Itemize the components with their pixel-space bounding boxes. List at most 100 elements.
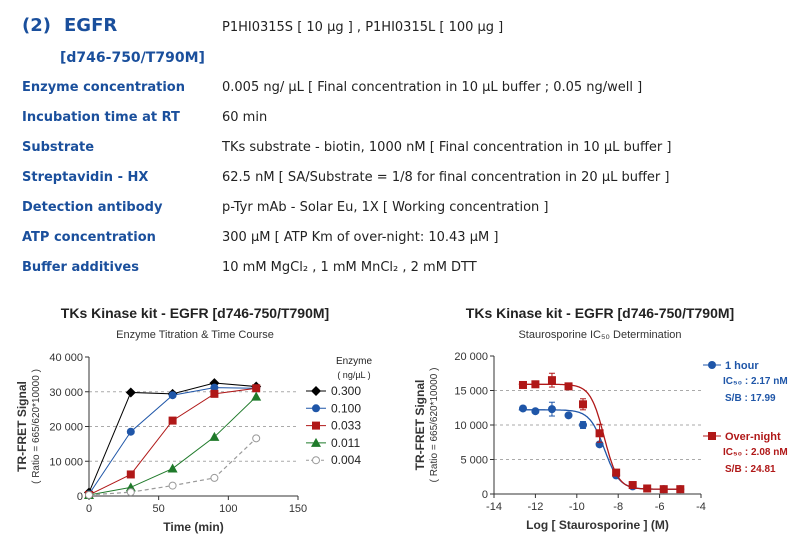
x-tick-label: -8 [613, 501, 623, 513]
data-point [676, 485, 685, 494]
legend-marker [312, 404, 320, 413]
legend-marker [311, 386, 321, 396]
condition-value: 300 µM [ ATP Km of over-night: 10.43 µM … [222, 230, 499, 245]
condition-label: Incubation time at RT [22, 110, 180, 125]
legend-label: 0.004 [331, 453, 361, 467]
data-point [547, 376, 556, 385]
legend-ic50: IC₅₀ : 2.08 nM [723, 447, 788, 458]
condition-label: Substrate [22, 140, 95, 155]
data-point [518, 404, 527, 413]
data-point [595, 429, 604, 438]
data-point [531, 380, 540, 389]
data-point [168, 391, 177, 400]
data-point [168, 416, 177, 425]
series-Over-night [518, 372, 685, 494]
condition-label: Buffer additives [22, 260, 139, 275]
x-tick-label: -6 [655, 501, 665, 513]
x-tick-label: 0 [86, 503, 92, 515]
y-tick-label: 5 000 [460, 455, 488, 467]
y-axis-sublabel: ( Ratio = 665/620*10000 ) [429, 368, 440, 483]
legend-sb: S/B : 24.81 [725, 464, 776, 475]
y-axis-label: TR-FRET Signal [413, 380, 427, 471]
condition-value: p-Tyr mAb - Solar Eu, 1X [ Working conce… [222, 200, 549, 215]
data-point [612, 468, 621, 477]
condition-label: Enzyme concentration [22, 80, 185, 95]
data-point [85, 490, 93, 499]
data-point [126, 488, 135, 497]
legend-label: 0.100 [331, 401, 361, 415]
legend-label: 0.011 [331, 436, 360, 450]
data-point [252, 434, 261, 443]
y-tick-label: 40 000 [49, 352, 83, 364]
x-tick-label: -14 [486, 501, 502, 513]
data-point [547, 405, 556, 414]
y-tick-label: 0 [77, 491, 83, 503]
legend-marker [312, 421, 320, 430]
section-variant: [d746-750/T790M] [60, 50, 205, 66]
data-point [210, 473, 219, 482]
legend-unit: ( ng/µL ) [337, 370, 370, 380]
legend-label: 1 hour [725, 360, 759, 372]
data-point [564, 382, 573, 391]
data-point [167, 463, 178, 473]
data-point [579, 400, 588, 409]
condition-label: Detection antibody [22, 200, 163, 215]
data-point [210, 383, 219, 392]
legend-sb: S/B : 17.99 [725, 393, 776, 404]
condition-value: 60 min [222, 110, 268, 125]
section-number: (2) [22, 15, 51, 36]
y-tick-label: 10 000 [49, 456, 83, 468]
legend-marker [708, 361, 716, 369]
y-tick-label: 15 000 [454, 386, 488, 398]
chart-subtitle: Staurosporine IC₅₀ Determination [518, 329, 681, 341]
x-tick-label: -4 [696, 501, 706, 513]
series-line [88, 396, 257, 496]
data-point [126, 470, 135, 479]
series-line [88, 387, 257, 496]
series-line [88, 387, 257, 495]
x-axis-label: Log [ Staurosporine ] (M) [526, 518, 669, 532]
x-axis-label: Time (min) [163, 520, 223, 534]
series-0.100 [85, 383, 261, 499]
data-point [643, 484, 652, 493]
condition-label: ATP concentration [22, 230, 156, 245]
condition-value: 62.5 nM [ SA/Substrate = 1/8 for final c… [222, 170, 670, 185]
legend-label: 0.033 [331, 419, 361, 433]
x-tick-label: -10 [569, 501, 585, 513]
y-tick-label: 20 000 [454, 351, 488, 363]
chart-subtitle: Enzyme Titration & Time Course [116, 329, 274, 341]
condition-label: Streptavidin - HX [22, 170, 149, 185]
data-point [252, 384, 261, 393]
data-point [628, 481, 637, 490]
data-point [125, 387, 136, 398]
data-point [531, 407, 540, 416]
x-tick-label: -12 [527, 501, 543, 513]
y-axis-sublabel: ( Ratio = 665/620*10000 ) [31, 369, 42, 484]
data-point [564, 411, 573, 420]
y-tick-label: 30 000 [49, 387, 83, 399]
legend-marker [311, 437, 321, 447]
data-point [168, 481, 177, 490]
data-point [659, 485, 668, 494]
data-point [210, 389, 219, 398]
x-tick-label: 50 [153, 503, 165, 515]
data-point [251, 391, 262, 401]
series-0.004 [85, 434, 261, 499]
legend-marker [708, 432, 716, 440]
series-line [88, 382, 257, 493]
data-point [579, 421, 588, 429]
legend-marker [312, 456, 320, 465]
condition-value: TKs substrate - biotin, 1000 nM [ Final … [222, 140, 672, 155]
data-point [209, 431, 220, 441]
chart-title: TKs Kinase kit - EGFR [d746-750/T790M] [61, 305, 329, 321]
series-1 hour [518, 401, 685, 494]
y-axis-label: TR-FRET Signal [15, 381, 29, 472]
y-tick-label: 10 000 [454, 420, 488, 432]
data-point [518, 380, 527, 389]
fit-curve [518, 383, 682, 490]
condition-value: 0.005 ng/ µL [ Final concentration in 10… [222, 80, 643, 95]
data-point [126, 427, 135, 436]
condition-value: 10 mM MgCl₂ , 1 mM MnCl₂ , 2 mM DTT [222, 260, 477, 275]
legend-title: Enzyme [336, 356, 373, 367]
